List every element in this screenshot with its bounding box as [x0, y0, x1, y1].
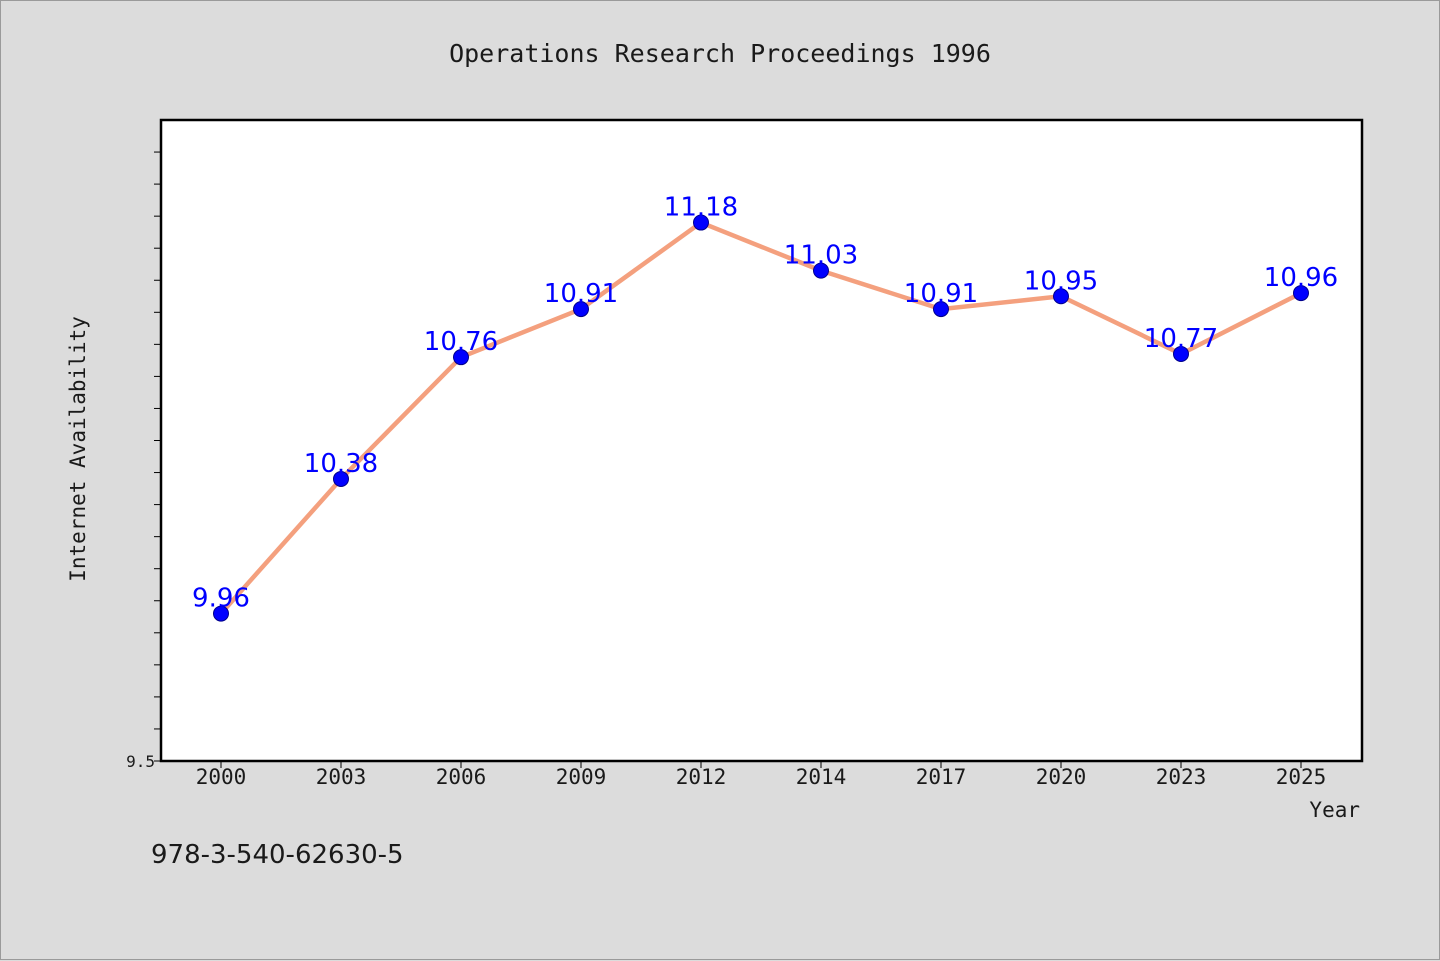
data-point [813, 262, 829, 279]
series-group [213, 214, 1309, 622]
data-point [453, 349, 469, 366]
series-line [218, 220, 1304, 616]
data-labels-group: 9.96 10.38 10.76 10.91 11.18 11.03 10.91 10.95 1… [192, 193, 1338, 614]
data-label: 10.91 [904, 279, 978, 309]
y-axis-ticks: 9.5 [126, 151, 161, 771]
x-tick-label: 2003 [316, 765, 367, 789]
plot-area [159, 118, 1364, 763]
x-tick-label: 2017 [916, 765, 967, 789]
data-point [693, 214, 709, 231]
data-point [333, 470, 349, 487]
data-label: 10.77 [1144, 324, 1218, 354]
data-label: 10.76 [424, 327, 498, 357]
y-axis-label: Internet Availability [66, 316, 90, 582]
data-label: 10.38 [304, 449, 378, 479]
data-label: 9.96 [192, 584, 250, 614]
data-label: 10.96 [1264, 263, 1338, 293]
x-tick-label: 2023 [1156, 765, 1207, 789]
x-tick-label: 2000 [196, 765, 247, 789]
x-axis-ticks: 2000 2003 2006 2009 2012 2014 2017 2020 2023 2025 [196, 761, 1327, 789]
x-tick-label: 2020 [1036, 765, 1087, 789]
y-tick-label: 9.5 [126, 752, 155, 771]
data-point [1173, 345, 1189, 362]
x-tick-label: 2012 [676, 765, 727, 789]
chart-title: Operations Research Proceedings 1996 [449, 39, 991, 68]
data-label: 11.18 [664, 193, 738, 223]
data-point [573, 301, 589, 318]
data-label: 10.95 [1024, 266, 1098, 296]
data-point [933, 301, 949, 318]
data-label: 11.03 [784, 241, 858, 271]
x-tick-label: 2006 [436, 765, 487, 789]
data-point [1053, 288, 1069, 305]
x-axis-label: Year [1309, 798, 1360, 822]
data-point [1293, 285, 1309, 302]
x-tick-label: 2009 [556, 765, 607, 789]
x-tick-label: 2025 [1276, 765, 1327, 789]
isbn-footnote: 978-3-540-62630-5 [151, 840, 404, 870]
data-label: 10.91 [544, 279, 618, 309]
data-point [213, 605, 229, 622]
x-tick-label: 2014 [796, 765, 847, 789]
